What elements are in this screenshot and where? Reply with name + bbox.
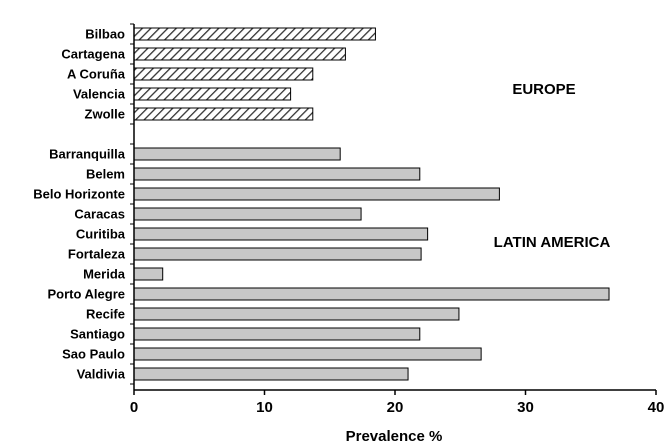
category-label: Sao Paulo xyxy=(62,347,125,362)
bar-santiago xyxy=(133,327,421,341)
bar-bilbao xyxy=(133,27,376,41)
bar-recife xyxy=(133,307,460,321)
bar-fortaleza xyxy=(133,247,422,261)
category-label: Zwolle xyxy=(85,107,125,122)
category-label: Caracas xyxy=(74,207,125,222)
bar-sao-paulo xyxy=(133,347,482,361)
category-label: Santiago xyxy=(70,327,125,342)
bar-belem xyxy=(133,167,421,181)
category-label: Porto Alegre xyxy=(47,287,125,302)
bar-a-coru-a xyxy=(133,67,314,81)
category-label: Curitiba xyxy=(76,227,126,242)
x-tick-label: 40 xyxy=(648,399,665,416)
axis-layer xyxy=(130,23,657,395)
bar-belo-horizonte xyxy=(133,187,500,201)
region-label: EUROPE xyxy=(512,81,575,98)
category-label: Belo Horizonte xyxy=(33,187,125,202)
category-label: Barranquilla xyxy=(49,147,126,162)
bar-caracas xyxy=(133,207,362,221)
bar-valdivia xyxy=(133,367,409,381)
bar-curitiba xyxy=(133,227,429,241)
bar-merida xyxy=(133,267,164,281)
category-label: Recife xyxy=(86,307,125,322)
x-axis-label: Prevalence % xyxy=(346,428,443,445)
bar-valencia xyxy=(133,87,292,101)
x-tick-label: 0 xyxy=(130,399,138,416)
region-label: LATIN AMERICA xyxy=(494,234,611,251)
x-tick-label: 30 xyxy=(517,399,534,416)
category-label: Bilbao xyxy=(85,27,125,42)
bar-zwolle xyxy=(133,107,314,121)
bar-porto-alegre xyxy=(133,287,610,301)
category-label: A Coruña xyxy=(67,67,126,82)
category-label: Valencia xyxy=(73,87,126,102)
category-label: Merida xyxy=(83,267,126,282)
category-label: Cartagena xyxy=(61,47,125,62)
bar-cartagena xyxy=(133,47,346,61)
bar-barranquilla xyxy=(133,147,341,161)
x-tick-label: 20 xyxy=(387,399,404,416)
x-tick-label: 10 xyxy=(256,399,273,416)
category-label: Valdivia xyxy=(77,367,126,382)
category-label: Belem xyxy=(86,167,125,182)
category-label: Fortaleza xyxy=(68,247,126,262)
label-layer: Bilbao Cartagena A Coruña Valencia Zwolle EUR… xyxy=(33,27,664,417)
